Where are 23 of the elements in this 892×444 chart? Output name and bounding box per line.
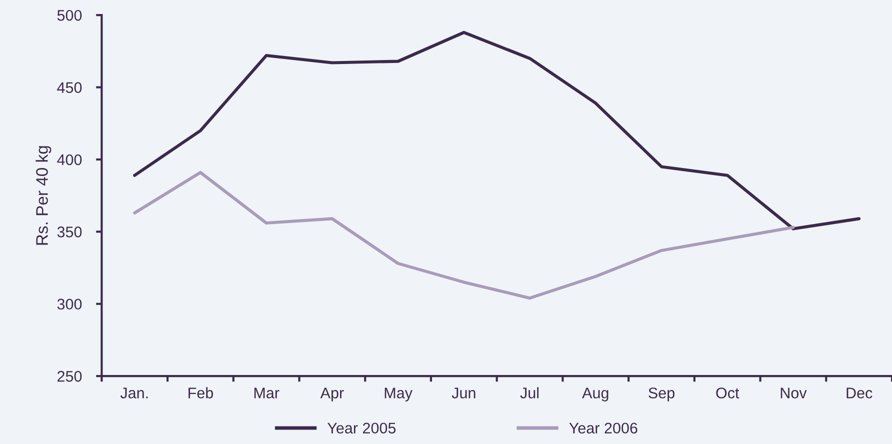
line-series <box>133 170 795 300</box>
x-tick-label: May <box>384 388 412 402</box>
y-tick-label: 450 <box>57 82 82 93</box>
x-tick-label: Mar <box>254 388 280 398</box>
x-tick-label: Feb <box>188 387 213 398</box>
y-tick-label: 500 <box>57 10 82 21</box>
x-tick-label: Jan. <box>120 388 148 398</box>
y-tick-label: 300 <box>57 298 82 310</box>
x-tick-label: Nov <box>780 388 807 398</box>
legend-label: Year 2005 <box>327 422 396 434</box>
y-tick-label: 350 <box>57 226 82 238</box>
y-axis-title: Rs. Per 40 kg <box>36 146 52 245</box>
x-tick-label: Jun <box>452 388 476 398</box>
x-tick-label: Dec <box>846 388 872 398</box>
line-series <box>133 30 861 230</box>
x-tick-label: Apr <box>320 388 344 402</box>
x-tick-label: Jul <box>520 387 539 398</box>
x-tick-label: Oct <box>716 388 740 398</box>
x-tick-label: Sep <box>648 388 674 402</box>
y-tick-label: 400 <box>57 154 82 166</box>
x-tick-label: Aug <box>582 388 608 402</box>
y-tick-label: 250 <box>58 370 82 382</box>
legend-label: Year 2006 <box>569 422 638 434</box>
